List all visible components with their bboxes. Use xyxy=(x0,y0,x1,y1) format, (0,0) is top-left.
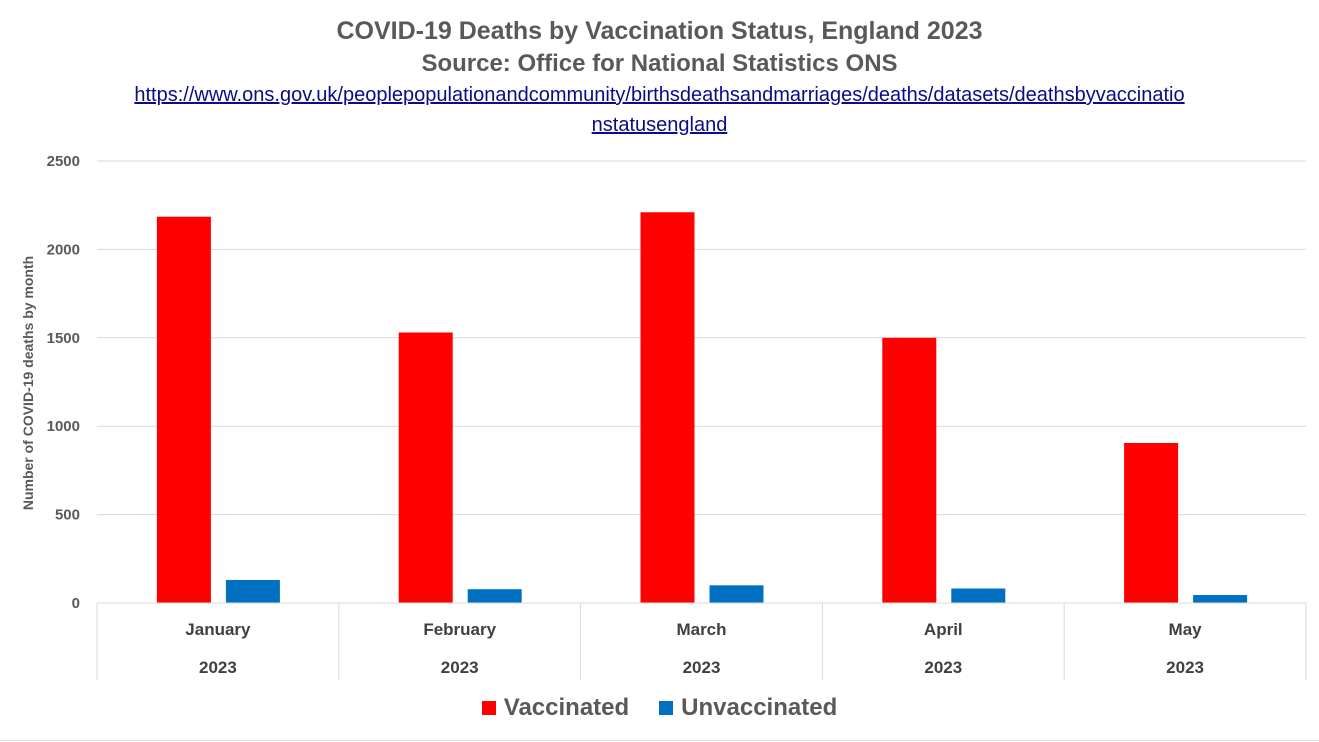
x-group-label: 2023 xyxy=(199,658,237,677)
y-tick-label: 1500 xyxy=(47,330,80,347)
y-tick-label: 0 xyxy=(72,595,80,612)
legend-item-unvaccinated: Unvaccinated xyxy=(659,694,837,722)
bar-vaccinated xyxy=(398,332,453,603)
x-tick-label: April xyxy=(924,620,963,639)
y-tick-label: 2000 xyxy=(47,241,80,258)
bar-chart: 0 500 1000 1500 2000 2500 Number of COVID-19 d… xyxy=(20,153,1307,680)
y-axis-label: Number of COVID-19 deaths by month xyxy=(20,256,36,510)
x-group-label: 2023 xyxy=(924,658,962,677)
bar-vaccinated xyxy=(1124,442,1179,603)
chart-title: COVID-19 Deaths by Vaccination Status, E… xyxy=(336,17,983,45)
bottom-rule xyxy=(0,740,1319,741)
bar-unvaccinated xyxy=(709,585,764,603)
x-tick-label: February xyxy=(423,620,496,639)
bar-vaccinated xyxy=(156,216,211,603)
bar-unvaccinated xyxy=(1193,595,1248,603)
legend-label-vaccinated: Vaccinated xyxy=(503,694,630,721)
x-group-label: 2023 xyxy=(1166,658,1204,677)
x-tick-label: January xyxy=(185,620,251,639)
legend-item-vaccinated: Vaccinated xyxy=(481,694,630,722)
chart-subtitle: Source: Office for National Statistics O… xyxy=(421,50,898,77)
bar-vaccinated xyxy=(882,337,937,603)
y-tick-label: 2500 xyxy=(47,153,80,170)
x-group-label: 2023 xyxy=(441,658,479,677)
x-tick-label: March xyxy=(676,620,726,639)
y-tick-label: 1000 xyxy=(47,418,80,435)
y-tick-label: 500 xyxy=(55,507,80,524)
legend-swatch-vaccinated xyxy=(481,701,496,715)
bar-unvaccinated xyxy=(225,580,280,603)
bar-vaccinated xyxy=(640,212,695,603)
bar-unvaccinated xyxy=(951,588,1006,603)
bar-unvaccinated xyxy=(467,589,522,603)
chart-legend: Vaccinated Unvaccinated xyxy=(0,694,1319,722)
x-group-label: 2023 xyxy=(683,658,721,677)
legend-label-unvaccinated: Unvaccinated xyxy=(681,694,838,721)
x-tick-label: May xyxy=(1169,620,1203,639)
legend-swatch-unvaccinated xyxy=(659,701,674,715)
source-link[interactable]: https://www.ons.gov.uk/peoplepopulationa… xyxy=(134,84,1185,136)
chart-header: COVID-19 Deaths by Vaccination Status, E… xyxy=(0,14,1319,140)
